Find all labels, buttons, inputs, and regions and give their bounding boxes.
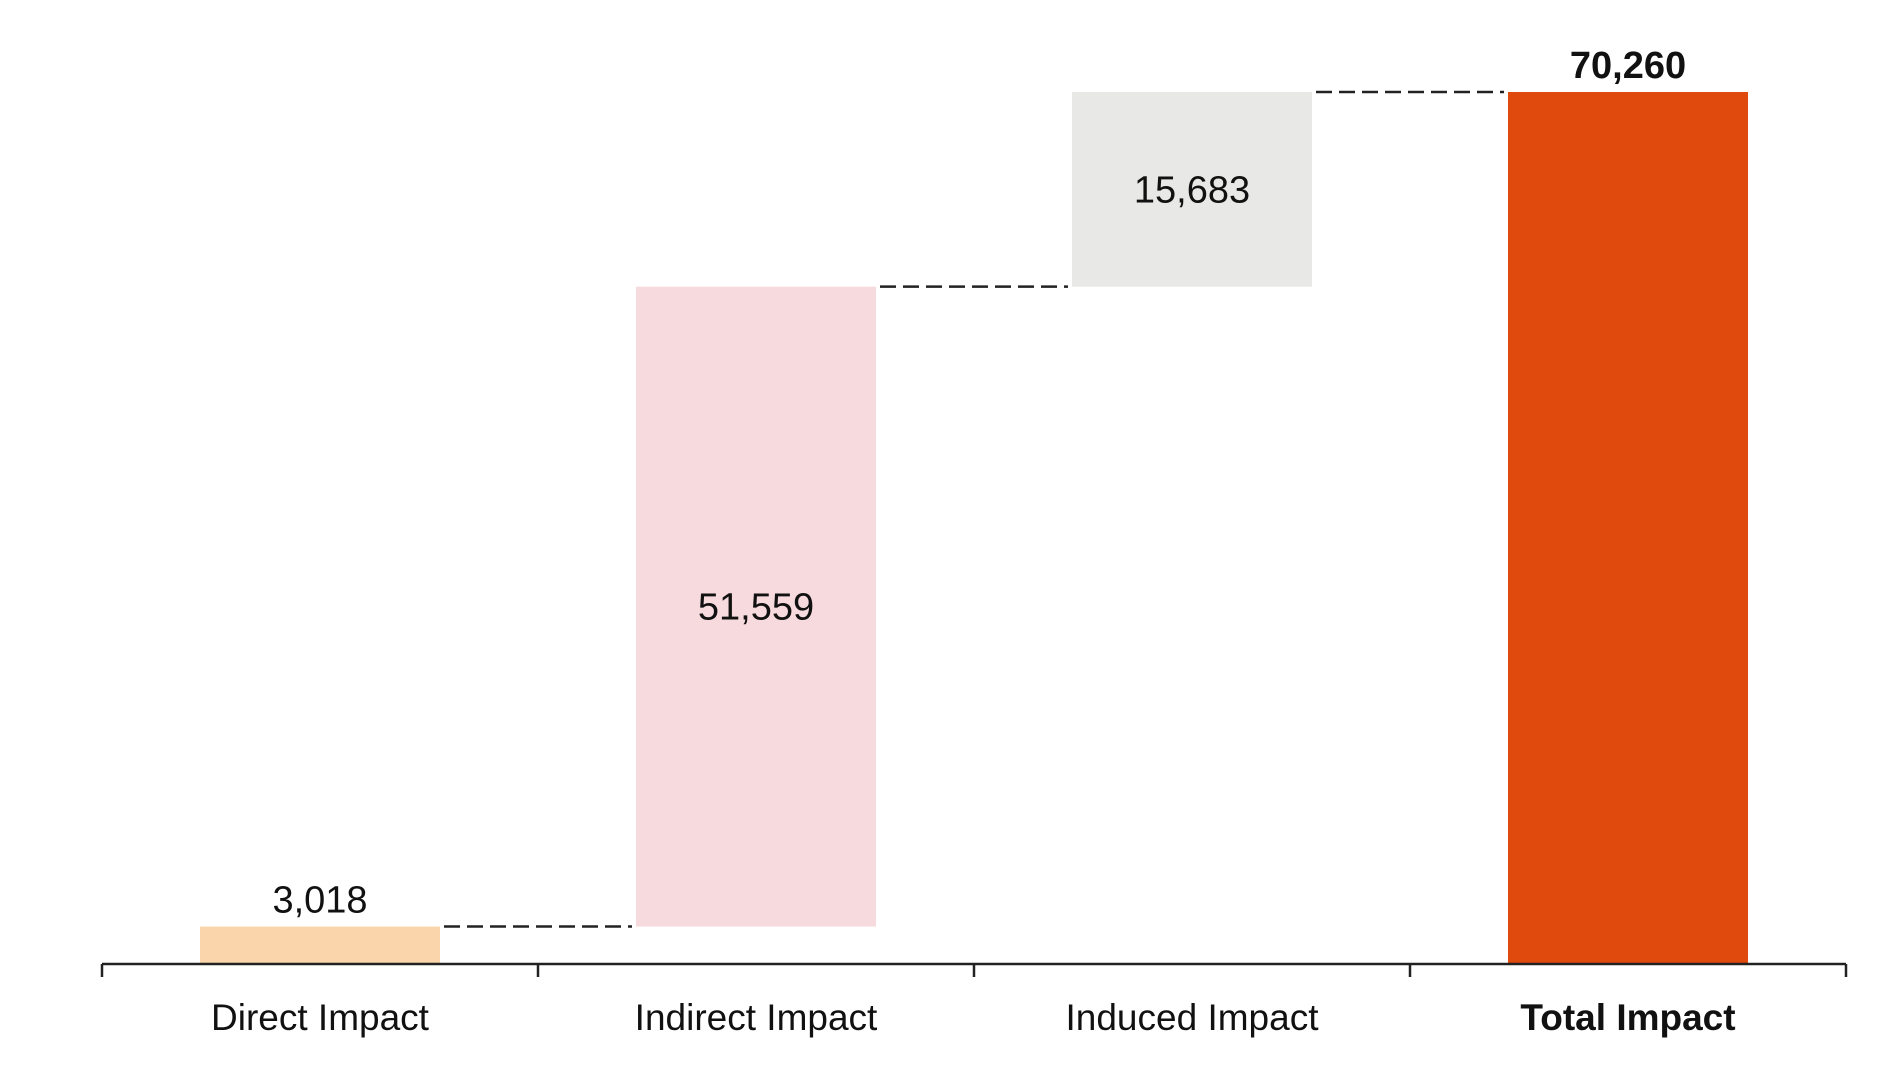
x-tick-label: Induced Impact [1066,997,1320,1038]
bar-induced-impact [1072,92,1312,287]
bar-direct-impact [200,926,440,964]
x-tick-label: Direct Impact [211,997,430,1038]
value-label: 51,559 [698,587,814,629]
x-tick-label: Total Impact [1520,997,1735,1038]
x-tick-label: Indirect Impact [635,997,878,1038]
value-label: 70,260 [1570,45,1686,87]
bar-indirect-impact [636,286,876,927]
labels-layer: 3,018 Direct Impact 51,559 Indirect Impact 1… [211,45,1736,1038]
bars-layer [200,92,1748,964]
value-label: 15,683 [1134,169,1250,211]
bar-total-impact [1508,92,1748,964]
x-axis [100,962,1848,977]
value-label: 3,018 [272,880,367,922]
connectors-layer [444,90,1504,928]
